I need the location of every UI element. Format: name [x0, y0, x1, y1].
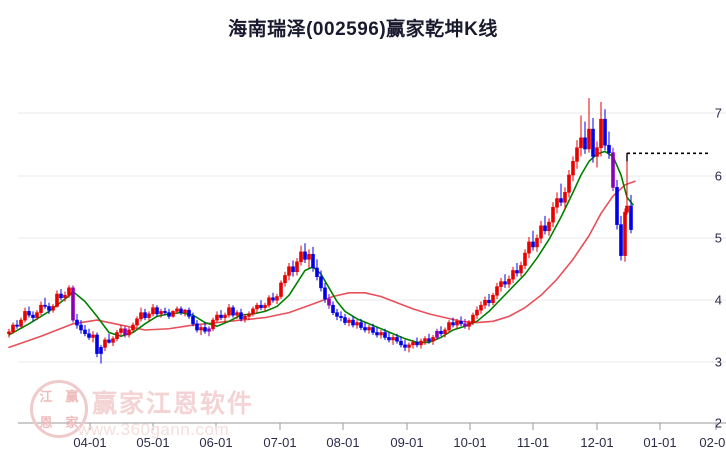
ma-long-line — [8, 180, 636, 349]
grid-lines — [18, 112, 726, 424]
candle-series[interactable] — [7, 98, 633, 364]
price-marker-line — [626, 152, 708, 162]
ma-short-line — [8, 150, 634, 344]
x-axis-ticks — [89, 423, 717, 430]
page-title: 海南瑞泽(002596)赢家乾坤K线 — [228, 19, 498, 40]
